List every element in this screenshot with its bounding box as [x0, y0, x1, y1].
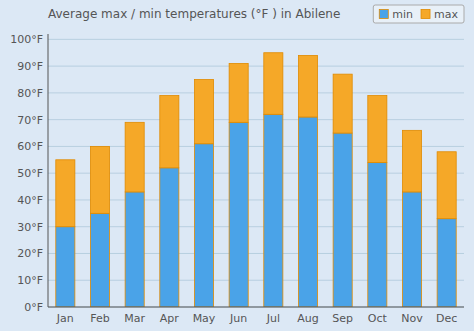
legend-label: max [434, 8, 458, 21]
y-tick-label: 10°F [17, 274, 43, 287]
bar [437, 152, 456, 219]
x-tick-label: Dec [436, 312, 457, 325]
chart: 0°F 10°F 20°F 30°F 40°F 50°F 60°F 70°F 80°F 90°F 1… [0, 0, 474, 331]
legend: min max [373, 5, 464, 23]
bars [56, 53, 456, 307]
bar [125, 122, 144, 192]
grid-line [48, 199, 464, 200]
grid-line [48, 39, 464, 40]
bar [437, 219, 456, 307]
grid-line [48, 253, 464, 254]
bar [298, 55, 317, 117]
bar [368, 162, 387, 307]
x-tick-label: Mar [124, 312, 145, 325]
bar [125, 192, 144, 307]
bar [194, 80, 213, 144]
bar [402, 192, 421, 307]
y-tick-label: 90°F [17, 60, 43, 73]
bar [56, 227, 75, 307]
bar [264, 114, 283, 307]
x-tick-label: Jul [266, 312, 280, 325]
bar [264, 53, 283, 115]
bar [56, 160, 75, 227]
grid-line [48, 66, 464, 67]
bar [368, 96, 387, 163]
legend-label: min [392, 8, 413, 21]
grid-line [48, 119, 464, 120]
y-axis-line [48, 34, 49, 307]
bar [229, 122, 248, 307]
bar [298, 117, 317, 307]
bar [160, 96, 179, 168]
y-tick-label: 50°F [17, 167, 43, 180]
bar [229, 63, 248, 122]
y-tick-label: 100°F [10, 33, 43, 46]
y-tick-label: 80°F [17, 87, 43, 100]
grid-line [48, 226, 464, 227]
grid-line [48, 146, 464, 147]
x-tick-label: Oct [368, 312, 388, 325]
y-tick-label: 70°F [17, 114, 43, 127]
x-tick-label: Nov [401, 312, 423, 325]
x-tick-label: Feb [90, 312, 109, 325]
y-tick-label: 60°F [17, 140, 43, 153]
grid-line [48, 173, 464, 174]
bar [333, 133, 352, 307]
y-tick-label: 0°F [24, 301, 43, 314]
x-axis-line [48, 307, 464, 308]
grid-line [48, 280, 464, 281]
x-tick-label: Jun [229, 312, 247, 325]
grid-line [48, 307, 464, 308]
y-tick-label: 30°F [17, 221, 43, 234]
legend-swatch [379, 10, 388, 19]
background [0, 0, 474, 331]
bar [160, 168, 179, 307]
title: Average max / min temperatures (°F ) in … [48, 7, 340, 21]
x-tick-label: Apr [160, 312, 180, 325]
bar [90, 146, 109, 213]
x-tick-label: Jan [56, 312, 74, 325]
grid-line [48, 92, 464, 93]
x-tick-label: May [193, 312, 216, 325]
grid [48, 39, 464, 307]
y-tick-label: 40°F [17, 194, 43, 207]
bar [194, 144, 213, 307]
legend-box [373, 5, 464, 23]
x-tick-label: Sep [332, 312, 353, 325]
x-tick-label: Aug [297, 312, 318, 325]
bar [402, 130, 421, 192]
bar [333, 74, 352, 133]
y-tick-label: 20°F [17, 247, 43, 260]
bar [90, 213, 109, 307]
legend-swatch [421, 10, 430, 19]
chart-container: 0°F 10°F 20°F 30°F 40°F 50°F 60°F 70°F 80°F 90°F 1… [0, 0, 474, 331]
